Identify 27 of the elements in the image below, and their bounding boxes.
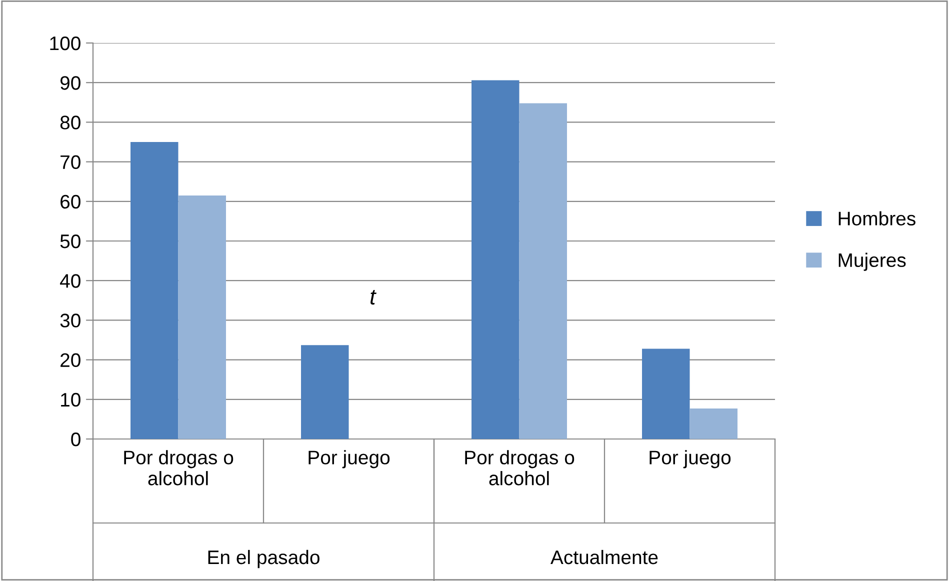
x-tick-label: Por juego xyxy=(308,450,390,468)
bar xyxy=(178,195,226,439)
bar xyxy=(519,103,567,439)
y-tick-label: 80 xyxy=(60,116,80,130)
legend-label: Mujeres xyxy=(838,252,906,271)
bar xyxy=(642,348,690,439)
annotation: t xyxy=(370,290,376,305)
bar xyxy=(472,80,520,439)
y-tick-label: 30 xyxy=(60,314,80,328)
x-tick-label: Por juego xyxy=(650,450,731,468)
y-tick-label: 20 xyxy=(60,353,80,368)
y-tick-label: 100 xyxy=(50,36,80,50)
y-tick-label: 40 xyxy=(60,274,80,288)
y-tick-label: 10 xyxy=(61,392,80,407)
y-tick-label: 90 xyxy=(60,76,80,90)
text: En el pasado xyxy=(208,550,320,568)
x-tick-label: Por drogas o alcohol xyxy=(465,450,574,486)
bar xyxy=(130,142,178,439)
y-tick-label: 50 xyxy=(60,234,80,248)
y-tick-label: 0 xyxy=(71,432,80,446)
y-tick-label: 70 xyxy=(60,155,80,170)
x-tick-label: Por drogas o alcohol xyxy=(124,450,234,486)
y-tick-label: 60 xyxy=(60,194,80,209)
bar xyxy=(301,345,349,439)
legend-label: Hombres xyxy=(838,211,916,226)
text: Actualmente xyxy=(550,550,658,564)
bar xyxy=(690,408,738,439)
